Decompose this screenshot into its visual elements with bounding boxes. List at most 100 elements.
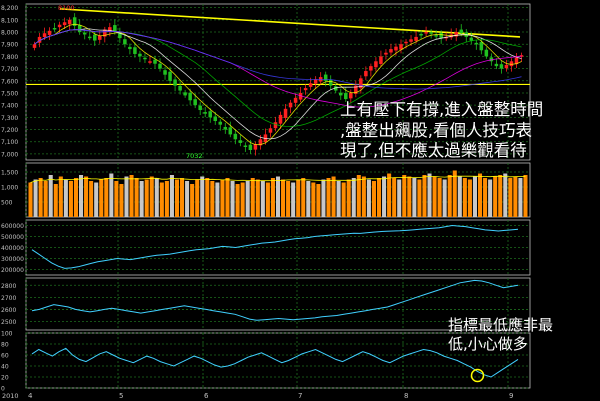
volume-bar	[462, 178, 467, 217]
y-tick-label: 20	[1, 375, 9, 382]
volume-bar	[225, 178, 230, 217]
volume-bar	[68, 181, 73, 217]
volume-bar	[452, 170, 457, 217]
candle-body	[203, 112, 207, 114]
volume-bar	[270, 178, 275, 217]
candle-body	[47, 30, 52, 35]
y-tick-label: 7,900	[1, 42, 18, 49]
candle-body	[248, 144, 253, 151]
volume-bar	[513, 176, 518, 217]
candle-body	[313, 79, 318, 84]
volume-bar	[432, 176, 437, 217]
y-tick-label: 8,000	[1, 30, 18, 37]
candle-body	[384, 52, 388, 55]
candle-body	[223, 126, 228, 130]
volume-bar	[316, 184, 321, 217]
volume-bar	[351, 178, 356, 217]
low-annotation: 7032	[186, 152, 203, 160]
volume-bar	[493, 176, 498, 217]
volume-bar	[195, 179, 200, 217]
volume-bar	[79, 175, 84, 217]
volume-bar	[361, 176, 366, 217]
candle-body	[409, 39, 413, 42]
volume-bar	[392, 178, 397, 217]
volume-bar	[154, 178, 159, 217]
volume-bar	[488, 179, 493, 217]
note-line-5: 低,小心做多	[448, 334, 528, 353]
candle-body	[333, 86, 338, 91]
y-tick-label: 500000	[1, 234, 24, 241]
volume-bar	[437, 178, 442, 217]
volume-bar	[149, 176, 154, 217]
candle-body	[178, 85, 182, 91]
candle-body	[143, 57, 147, 60]
volume-bar	[336, 181, 341, 217]
y-tick-label: 400000	[1, 245, 24, 252]
volume-bar	[144, 179, 149, 217]
y-tick-label: 7,000	[1, 151, 18, 158]
volume-bar	[296, 179, 301, 217]
candle-body	[128, 46, 132, 50]
volume-bar	[341, 182, 346, 217]
volume-bar	[240, 182, 245, 217]
candle-body	[158, 63, 162, 69]
candle-body	[138, 53, 142, 57]
volume-bar	[472, 176, 477, 217]
volume-bar	[286, 181, 291, 217]
candle-body	[278, 114, 283, 124]
volume-bar	[422, 175, 427, 217]
volume-bar	[523, 175, 528, 217]
candle-body	[308, 83, 313, 87]
candle-body	[148, 61, 152, 63]
candle-body	[233, 133, 238, 140]
volume-bar	[205, 178, 210, 217]
candle-body	[338, 92, 343, 96]
volume-bar	[58, 176, 63, 217]
y-tick-label: 300000	[1, 256, 24, 263]
candle-body	[404, 41, 408, 44]
volume-bar	[366, 179, 371, 217]
annotation-note-indicator: 指標最低應非最 低,小心做多	[448, 316, 598, 354]
candle-body	[394, 46, 398, 51]
volume-bar	[215, 182, 220, 217]
volume-bar	[245, 181, 250, 217]
candle-body	[494, 63, 499, 67]
volume-bar	[265, 182, 270, 217]
candle-body	[183, 92, 187, 96]
volume-bar	[129, 175, 134, 217]
volume-bar	[84, 176, 89, 217]
y-tick-label: 2700	[1, 295, 16, 302]
volume-bar	[169, 175, 174, 217]
candle-body	[238, 140, 243, 143]
volume-bar	[447, 175, 452, 217]
resistance-line	[59, 8, 521, 38]
volume-bar	[250, 178, 255, 217]
candle-body	[52, 28, 57, 30]
candle-body	[42, 33, 47, 38]
candle-body	[258, 139, 263, 146]
volume-bar	[235, 184, 240, 217]
volume-bar	[346, 179, 351, 217]
candle-body	[414, 36, 418, 41]
volume-bar	[190, 184, 195, 217]
volume-bar	[331, 176, 336, 217]
volume-bar	[89, 181, 94, 217]
candle-body	[283, 108, 288, 118]
volume-bar	[412, 178, 417, 217]
candle-body	[399, 44, 403, 50]
moving-average-line	[34, 23, 522, 146]
volume-bar	[220, 179, 225, 217]
volume-bar	[48, 175, 53, 217]
volume-bar	[371, 181, 376, 217]
volume-bar	[442, 179, 447, 217]
candle-body	[103, 29, 107, 37]
y-tick-label: 2500	[1, 319, 16, 326]
candle-body	[133, 47, 137, 54]
candle-body	[303, 88, 308, 91]
candle-body	[374, 61, 378, 68]
note-line-3: 現了,但不應太過樂觀看待	[340, 141, 527, 161]
candle-body	[349, 92, 353, 99]
candle-body	[72, 17, 77, 26]
y-tick-label: 7,100	[1, 139, 18, 146]
